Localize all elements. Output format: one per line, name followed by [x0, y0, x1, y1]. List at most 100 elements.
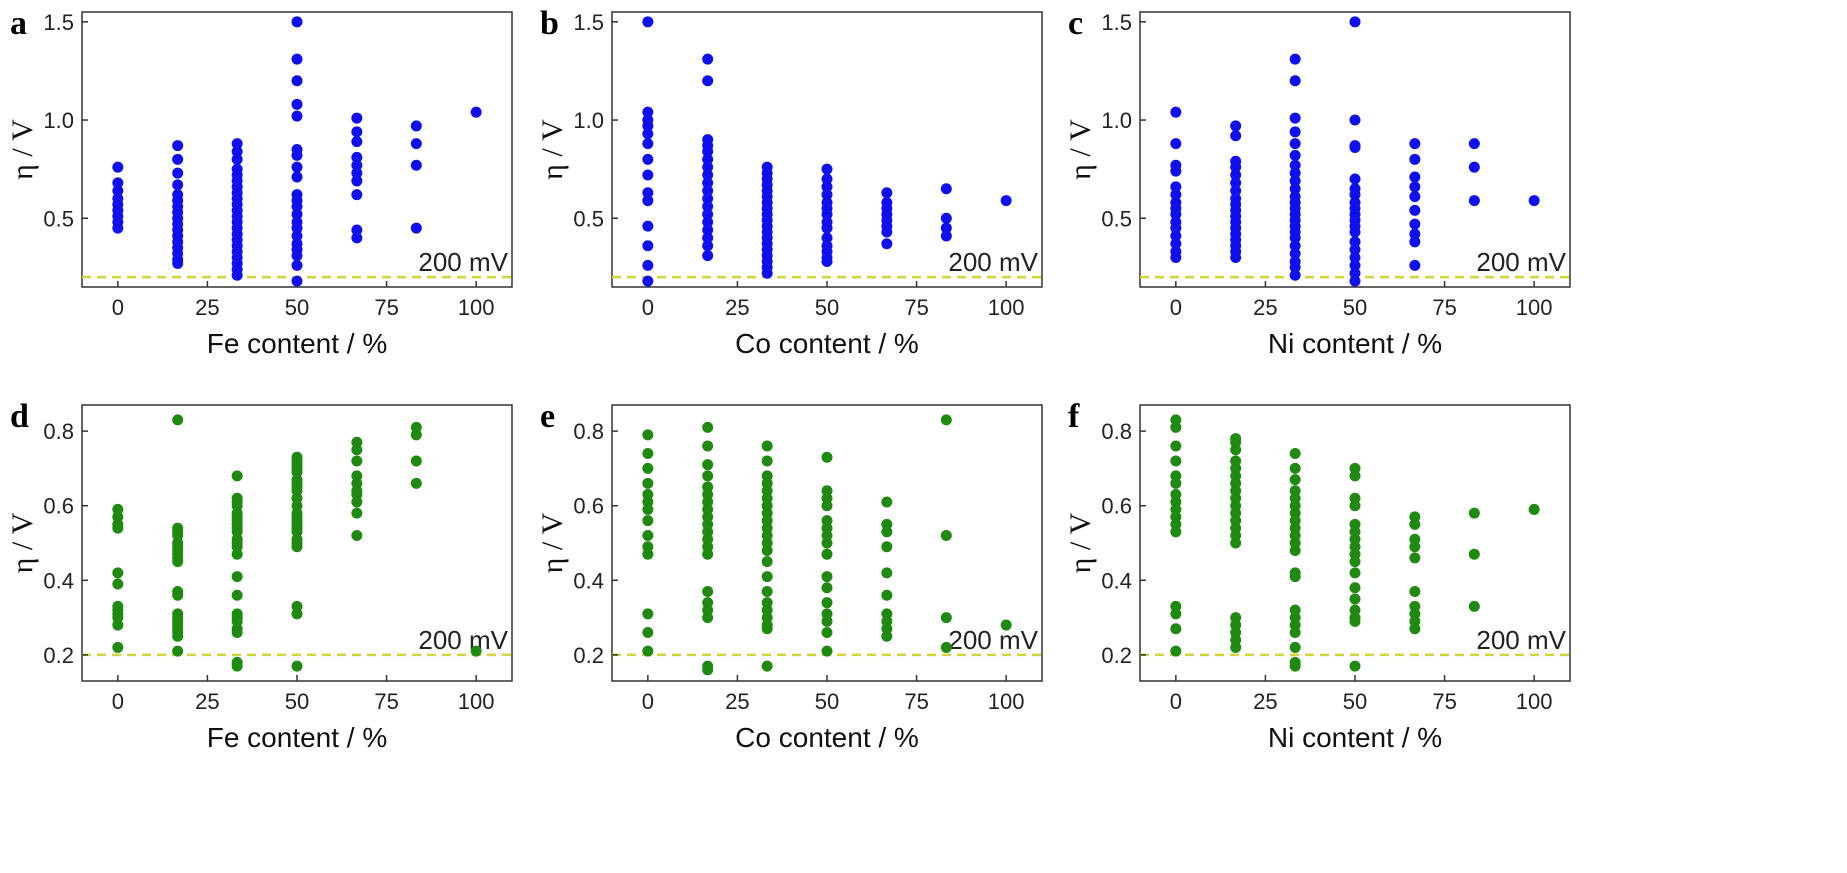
data-point	[112, 185, 124, 197]
data-point	[881, 541, 893, 553]
data-point	[642, 106, 654, 118]
y-axis-label: η / V	[6, 512, 39, 573]
data-point	[1409, 236, 1421, 248]
data-point	[702, 169, 714, 181]
panel-d: d 200 mV 0 25 50 75 100 0.2 0.4 0.6 0.8 Fe content …	[6, 398, 513, 753]
data-point	[1170, 455, 1182, 467]
data-point	[410, 120, 422, 132]
data-point	[642, 195, 654, 207]
data-point	[642, 220, 654, 232]
data-point	[410, 222, 422, 234]
data-point	[642, 275, 654, 287]
data-point	[1289, 232, 1301, 244]
data-point	[1349, 567, 1361, 579]
data-point	[291, 259, 303, 271]
data-point	[1230, 537, 1242, 549]
data-point	[1349, 226, 1361, 238]
data-point	[1349, 114, 1361, 126]
data-point	[351, 126, 363, 138]
data-point	[881, 496, 893, 508]
data-point	[231, 145, 243, 157]
data-point	[172, 140, 184, 152]
data-point	[1349, 275, 1361, 287]
y-tick-label: 1.0	[43, 108, 74, 133]
data-point	[1170, 608, 1182, 620]
data-point	[291, 149, 303, 161]
data-point	[172, 645, 184, 657]
data-point	[821, 232, 833, 244]
data-point	[291, 161, 303, 173]
data-point	[1170, 189, 1182, 201]
data-point	[642, 429, 654, 441]
data-point	[642, 153, 654, 165]
y-tick-label: 0.5	[43, 206, 74, 231]
data-point	[1349, 16, 1361, 28]
x-tick-label: 75	[374, 295, 398, 320]
x-axis-label: Ni content / %	[1268, 722, 1442, 753]
data-point	[1409, 171, 1421, 183]
data-point	[1289, 159, 1301, 171]
data-point	[1289, 183, 1301, 195]
data-point	[940, 641, 952, 653]
data-point	[1289, 660, 1301, 672]
data-point	[1349, 244, 1361, 256]
data-point	[1170, 208, 1182, 220]
data-point	[1230, 130, 1242, 142]
data-point	[821, 208, 833, 220]
x-tick-label: 75	[1432, 689, 1456, 714]
data-point	[172, 414, 184, 426]
data-point	[112, 619, 124, 631]
y-tick-label: 0.4	[43, 568, 74, 593]
data-point	[1349, 267, 1361, 279]
data-point	[821, 537, 833, 549]
data-point	[231, 138, 243, 150]
x-tick-label: 50	[285, 689, 309, 714]
data-point	[761, 556, 773, 568]
data-point	[642, 608, 654, 620]
data-point	[1289, 641, 1301, 653]
data-point	[702, 240, 714, 252]
data-point	[642, 627, 654, 639]
data-point	[1289, 175, 1301, 187]
data-point	[821, 163, 833, 175]
data-point	[172, 556, 184, 568]
x-tick-label: 50	[1343, 295, 1367, 320]
data-point	[761, 571, 773, 583]
data-point	[1349, 593, 1361, 605]
x-tick-label: 25	[1253, 295, 1277, 320]
x-tick-label: 100	[988, 295, 1025, 320]
data-point	[1349, 189, 1361, 201]
panel-a: a 200 mV 0 25 50 75 100 0.5 1.0 1.5 Fe content / %…	[6, 5, 513, 359]
y-tick-label: 0.8	[43, 419, 74, 444]
data-point	[642, 240, 654, 252]
data-point	[702, 75, 714, 87]
y-axis-label: η / V	[1064, 119, 1097, 180]
data-point	[351, 224, 363, 236]
data-point	[1230, 161, 1242, 173]
data-point	[761, 544, 773, 556]
data-point	[470, 106, 482, 118]
x-tick-label: 25	[1253, 689, 1277, 714]
data-point	[702, 585, 714, 597]
data-point	[1468, 507, 1480, 519]
data-point	[642, 138, 654, 150]
data-point	[1170, 477, 1182, 489]
data-point	[291, 222, 303, 234]
data-point	[702, 250, 714, 262]
data-point	[1289, 571, 1301, 583]
data-point	[231, 627, 243, 639]
data-point	[1349, 173, 1361, 185]
data-point	[642, 645, 654, 657]
data-point	[470, 645, 482, 657]
data-point	[761, 455, 773, 467]
data-point	[1349, 470, 1361, 482]
x-tick-label: 75	[904, 295, 928, 320]
data-point	[642, 259, 654, 271]
data-point	[821, 615, 833, 627]
data-point	[112, 567, 124, 579]
data-point	[702, 440, 714, 452]
data-point	[821, 627, 833, 639]
data-point	[351, 444, 363, 456]
data-point	[642, 16, 654, 28]
